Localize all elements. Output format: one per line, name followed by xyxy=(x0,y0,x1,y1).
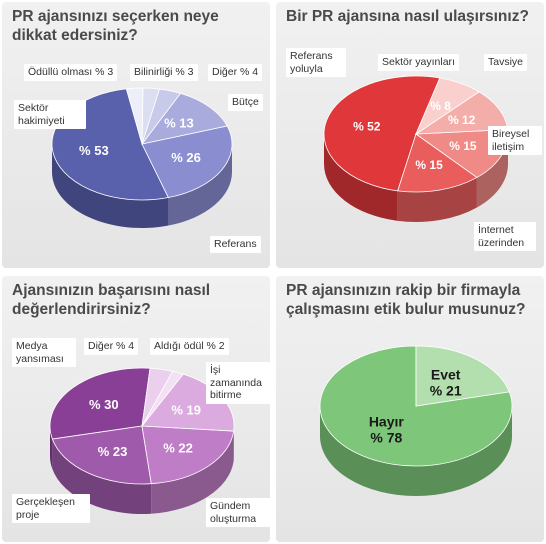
callout-tavsiye: Tavsiye xyxy=(484,54,528,71)
pie-chart-reach-agency: % 52 % 15 % 15 % 12% 8 xyxy=(323,75,509,222)
pie-slice-2 xyxy=(141,92,228,145)
panel-title: Bir PR ajansına nasıl ulaşırsınız? xyxy=(286,8,529,25)
pie-slice-1 xyxy=(51,425,152,485)
callout-internet: İnternet üzerinden xyxy=(474,222,536,252)
pie-slice-0 xyxy=(49,367,151,440)
slice-value-label-0: % 30 xyxy=(89,397,119,412)
pie-slice-1 xyxy=(141,125,233,198)
pie-side-1 xyxy=(397,177,477,222)
pie-slice-0 xyxy=(323,75,441,192)
slice-value-label-4: % 8 xyxy=(430,99,451,113)
callout-diger: Diğer % 4 xyxy=(84,338,139,355)
pie-slice-0 xyxy=(319,345,513,467)
slice-value-label-3: % 12 xyxy=(448,113,476,127)
callout-gerceklesen-proje: Gerçekleşen proje xyxy=(12,494,90,524)
callout-sektor-hakimiyeti: Sektör hakimiyeti xyxy=(14,100,86,130)
panel-title: PR ajansınızın rakip bir firmayla çalışm… xyxy=(286,282,526,318)
pie-chart-ethics: Hayır% 78 Evet% 21 xyxy=(319,345,513,496)
slice-value-label-1: % 15 xyxy=(415,158,443,172)
panel-title: PR ajansınızı seçerken neye dikkat eders… xyxy=(12,8,219,44)
slice-value-label-2: % 15 xyxy=(449,139,477,153)
pie-chart-success-evaluation: % 30 % 23 % 22 % 19 xyxy=(49,367,235,514)
callout-sektor-yayinlari: Sektör yayınları xyxy=(378,54,459,71)
panel-agency-selection: % 53 % 26 % 13 PR ajansınızı seçerken neye… xyxy=(2,2,270,268)
callout-bireysel-iletisim: Bireysel iletişim xyxy=(488,126,542,156)
pie-slice-4 xyxy=(415,77,480,136)
callout-referans-yoluyla: Referans yoluyla xyxy=(286,48,346,78)
slice-value-label-2: % 22 xyxy=(163,440,193,455)
pie-side-0 xyxy=(50,426,53,470)
pie-slice-5 xyxy=(141,367,174,427)
callout-bilinirligi: Bilinirliği % 3 xyxy=(130,64,198,81)
pie-side-0 xyxy=(324,134,398,221)
panel-success-evaluation: % 30 % 23 % 22 % 19 Ajansınızın başarısını … xyxy=(2,276,270,542)
slice-value-label-3: % 19 xyxy=(171,402,201,417)
slice-value-label-2: % 13 xyxy=(164,115,194,130)
pie-slice-5 xyxy=(125,87,144,145)
callout-odullu: Ödüllü olması % 3 xyxy=(24,64,118,81)
pie-side-0 xyxy=(52,144,169,228)
callout-gundem: Gündem oluşturma xyxy=(206,498,270,528)
callout-diger: Diğer % 4 xyxy=(208,64,263,81)
callout-butce: Bütçe xyxy=(228,94,263,111)
pie-chart-agency-selection: % 53 % 26 % 13 xyxy=(51,87,233,228)
callout-aldigi-odul: Aldığı ödül % 2 xyxy=(150,338,229,355)
pie-slice-1 xyxy=(415,345,510,407)
slice-value-label-1: % 23 xyxy=(98,444,128,459)
pie-side-2 xyxy=(476,134,508,208)
callout-medya-yansimasi: Medya yansıması xyxy=(12,338,76,368)
pie-side-1 xyxy=(168,144,233,226)
pie-side-2 xyxy=(151,431,234,514)
slice-value-label-1: % 26 xyxy=(171,150,201,165)
panel-reach-agency: % 52 % 15 % 15 % 12% 8 Bir PR ajansına nası… xyxy=(276,2,544,268)
slice-value-label-1: Evet% 21 xyxy=(430,366,462,398)
slice-value-label-0: % 53 xyxy=(79,143,109,158)
callout-isi-zamaninda: İşi zamanında bitirme xyxy=(206,362,270,404)
pie-side-0 xyxy=(320,406,512,496)
pie-slice-2 xyxy=(141,425,235,485)
slice-value-label-0: % 52 xyxy=(353,120,381,134)
pie-slice-1 xyxy=(397,133,478,193)
slice-value-label-0: Hayır% 78 xyxy=(369,414,405,446)
callout-referans: Referans xyxy=(210,236,261,253)
panel-ethics: Hayır% 78 Evet% 21 PR ajansınızın rakip b… xyxy=(276,276,544,542)
panel-title: Ajansınızın başarısını nasıl değerlendir… xyxy=(12,282,211,318)
